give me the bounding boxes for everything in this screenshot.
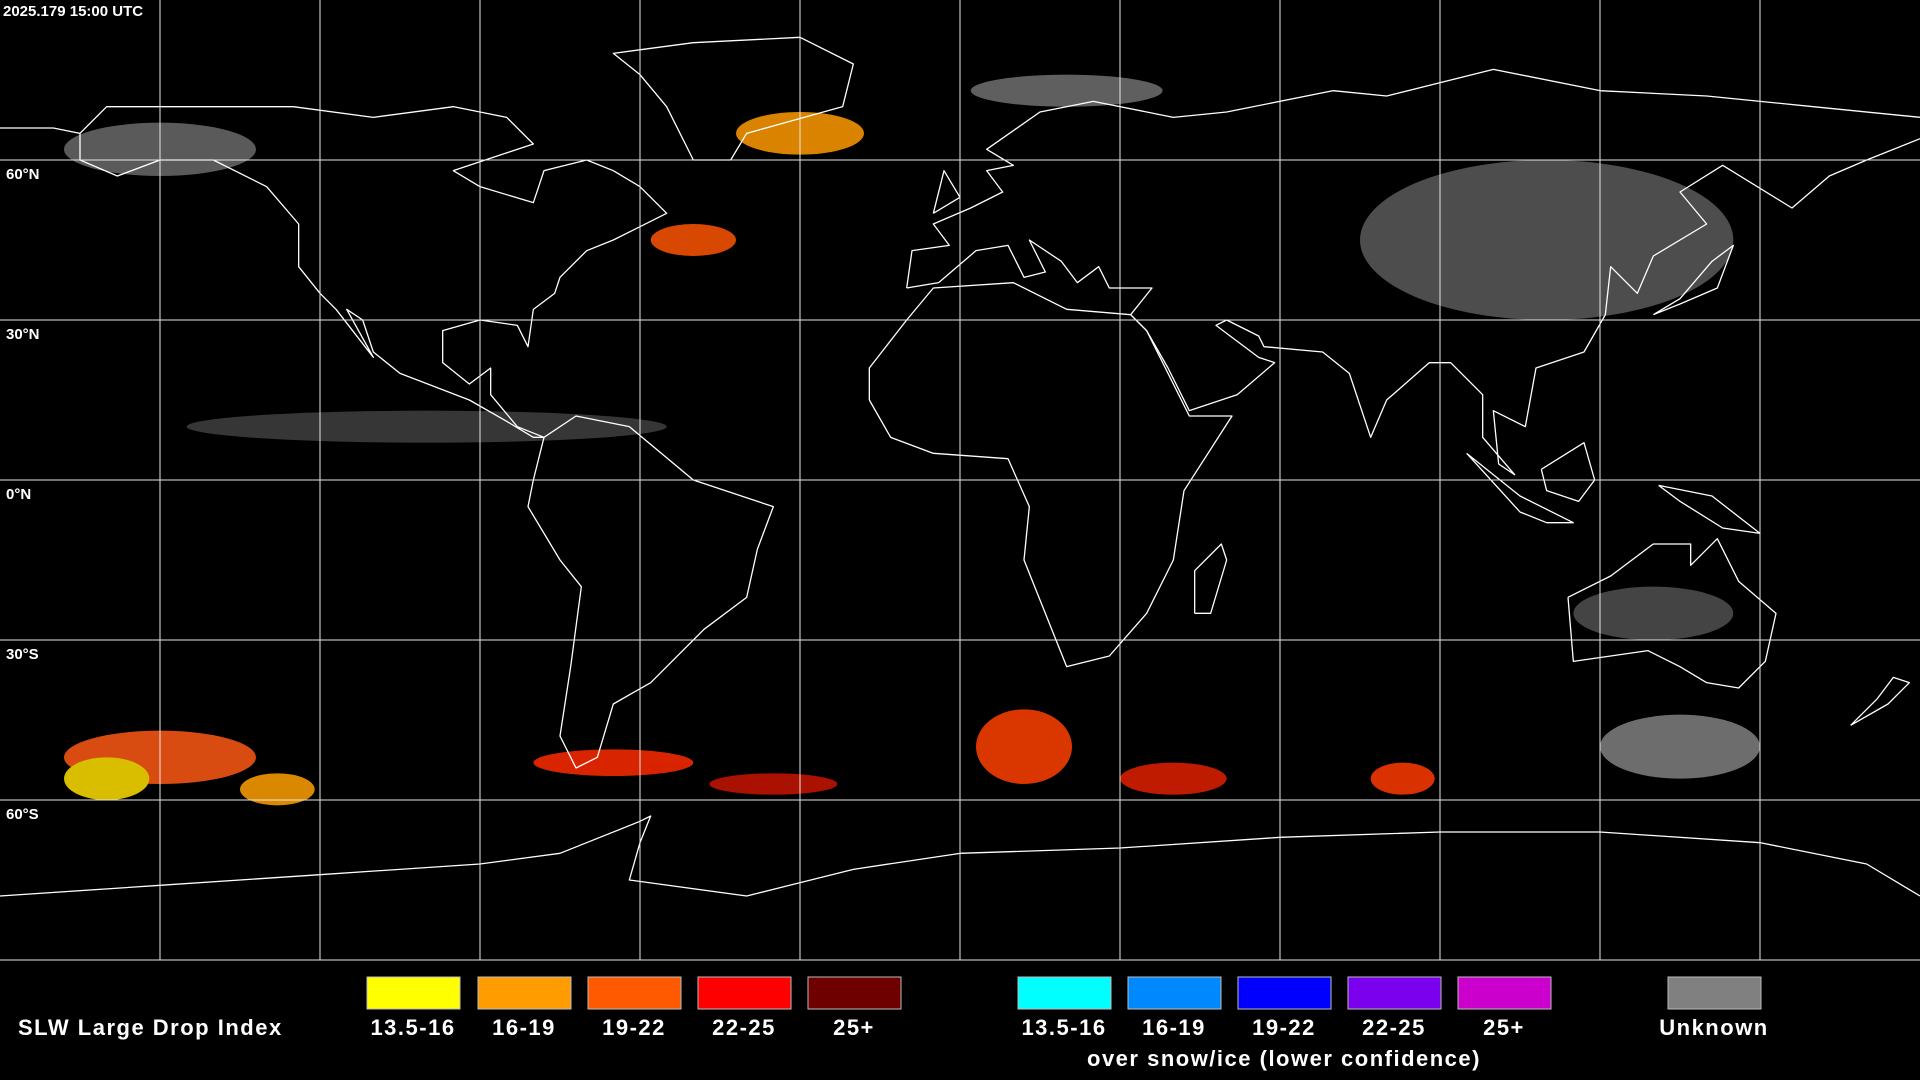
legend-swatch [477, 976, 572, 1010]
patch [1573, 586, 1734, 640]
coastline [1568, 539, 1776, 688]
latitude-label: 0°N [6, 486, 31, 503]
legend-swatch [1017, 976, 1112, 1010]
patch [186, 410, 667, 443]
patch [64, 757, 150, 800]
legend-swatch [366, 976, 461, 1010]
legend-swatch [1237, 976, 1332, 1010]
patch [240, 773, 315, 806]
timestamp: 2025.179 15:00 UTC [3, 3, 143, 20]
patch [533, 749, 694, 776]
legend-swatch [1667, 976, 1762, 1010]
coastline [907, 139, 1920, 475]
legend-swatch [807, 976, 902, 1010]
latitude-label: 60°S [6, 806, 39, 823]
coastline [1653, 245, 1733, 314]
graticule [0, 0, 1920, 961]
legend-label: 16-19 [1142, 1015, 1206, 1040]
patch [1119, 762, 1227, 795]
coastline [1195, 544, 1227, 613]
legend: SLW Large Drop Index 13.5-16 16-19 19-22… [18, 976, 1769, 1071]
patch [1370, 762, 1435, 795]
patch [650, 224, 737, 257]
legend-swatch [1457, 976, 1552, 1010]
legend-label: 25+ [1483, 1015, 1525, 1040]
legend-swatch [1347, 976, 1442, 1010]
cloud-patches [64, 74, 1760, 806]
patch [709, 773, 838, 795]
legend-label: 19-22 [602, 1015, 666, 1040]
latitude-label: 60°N [6, 166, 40, 183]
patch [1599, 714, 1760, 779]
legend-label: 13.5-16 [1021, 1015, 1106, 1040]
legend-label: 22-25 [1362, 1015, 1426, 1040]
coastline [1467, 453, 1574, 522]
patch [1359, 160, 1734, 321]
coastline [1659, 485, 1760, 533]
coastline [933, 171, 960, 214]
coastline [1541, 443, 1594, 502]
latitude-label: 30°S [6, 646, 39, 663]
legend-label: 25+ [833, 1015, 875, 1040]
legend-swatch [1127, 976, 1222, 1010]
legend-label: 16-19 [492, 1015, 556, 1040]
patch [975, 709, 1072, 784]
legend-title: SLW Large Drop Index [18, 1015, 283, 1040]
coastline [869, 283, 1232, 667]
legend-label: 13.5-16 [370, 1015, 455, 1040]
coastline [907, 69, 1920, 288]
legend-swatch [587, 976, 682, 1010]
legend-caption: over snow/ice (lower confidence) [1087, 1046, 1481, 1071]
patch [970, 74, 1163, 107]
latitude-label: 30°N [6, 326, 40, 343]
legend-label: Unknown [1659, 1015, 1769, 1040]
legend-label: 22-25 [712, 1015, 776, 1040]
coastline [0, 128, 80, 133]
legend-label: 19-22 [1252, 1015, 1316, 1040]
coastline [1851, 677, 1910, 725]
legend-swatch [697, 976, 792, 1010]
